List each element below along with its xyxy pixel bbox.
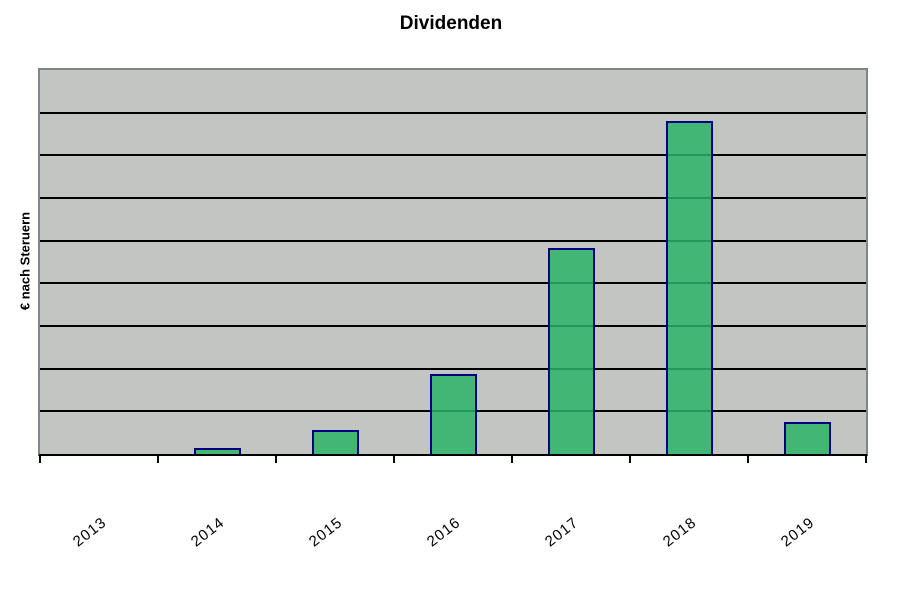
x-axis-tick [747, 454, 749, 463]
x-axis-labels: 2013 2014 2015 2016 2017 2018 2019 [40, 514, 866, 584]
bar-2014 [193, 447, 241, 454]
x-axis-label-2018: 2018 [659, 514, 700, 551]
gridline [40, 367, 866, 370]
x-axis-tick [510, 454, 513, 463]
x-axis-label-2013: 2013 [69, 514, 110, 551]
gridline [40, 197, 866, 200]
x-axis-label-2016: 2016 [423, 514, 464, 551]
x-axis-label-2019: 2019 [777, 514, 818, 551]
chart-title: Dividenden [399, 13, 503, 34]
bar-2015 [311, 430, 359, 454]
x-axis-tick [39, 454, 41, 463]
x-axis-tick [274, 454, 277, 463]
x-axis-label-2017: 2017 [541, 514, 582, 551]
gridline [40, 282, 866, 285]
y-axis-title: € nach Steruern [17, 211, 33, 311]
x-axis-label-2015: 2015 [305, 514, 346, 551]
x-axis-tick [156, 454, 159, 463]
x-axis-tick [393, 454, 395, 463]
gridline [40, 239, 866, 242]
gridline [40, 154, 866, 157]
gridline [40, 325, 866, 328]
gridline [40, 111, 866, 114]
bar-2018 [665, 121, 713, 454]
bar-2017 [547, 247, 595, 454]
bar-2016 [429, 373, 477, 454]
bar-2019 [783, 422, 831, 454]
plot-area [38, 68, 868, 463]
x-axis-tick [865, 454, 867, 463]
x-axis-tick [629, 454, 631, 463]
x-axis-label-2014: 2014 [187, 514, 228, 551]
